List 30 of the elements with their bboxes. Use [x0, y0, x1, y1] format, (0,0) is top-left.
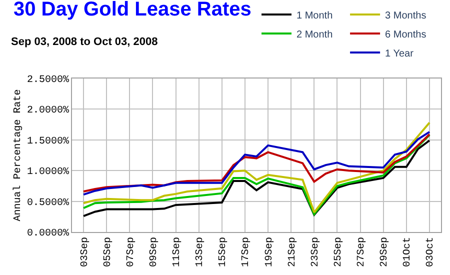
- y-tick-label: 2.5000%: [26, 75, 69, 86]
- x-tick-label: 21Sep: [287, 237, 298, 268]
- legend-label: 1 Month: [296, 10, 333, 22]
- x-tick-label: 11Sep: [172, 237, 184, 268]
- x-tick-label: 05Sep: [102, 237, 114, 268]
- legend-label: 6 Months: [385, 29, 426, 40]
- x-tick-label: 09Sep: [148, 237, 160, 268]
- y-tick-label: 1.0000%: [26, 167, 69, 178]
- y-axis-title: Annual Percentage Rate: [12, 89, 24, 222]
- x-tick-label: 15Sep: [218, 237, 230, 268]
- x-tick-label: 07Sep: [126, 237, 137, 268]
- x-tick-label: 03Sep: [80, 237, 91, 268]
- chart-subtitle: Sep 03, 2008 to Oct 03, 2008: [11, 36, 158, 48]
- x-tick-label: 29Sep: [380, 237, 391, 268]
- y-tick-label: 0.5000%: [26, 198, 69, 209]
- x-tick-label: 17Sep: [241, 237, 252, 268]
- x-tick-label: 19Sep: [264, 237, 276, 268]
- x-tick-label: 25Sep: [333, 237, 344, 268]
- y-tick-label: 0.0000%: [26, 228, 69, 240]
- x-tick-label: 23Sep: [310, 237, 322, 268]
- legend-label: 1 Year: [385, 48, 414, 60]
- chart-title: 30 Day Gold Lease Rates: [14, 0, 252, 20]
- legend-label: 3 Months: [385, 10, 426, 22]
- legend-label: 2 Month: [296, 29, 333, 40]
- x-tick-label: 13Sep: [195, 237, 206, 268]
- y-tick-label: 2.0000%: [26, 106, 69, 117]
- x-tick-label: 27Sep: [356, 237, 368, 268]
- x-tick-label: 03Oct: [426, 237, 437, 268]
- y-tick-label: 1.5000%: [26, 136, 69, 148]
- x-tick-label: 01Oct: [402, 237, 414, 268]
